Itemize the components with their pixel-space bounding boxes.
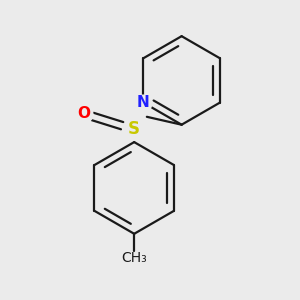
Text: N: N bbox=[137, 95, 150, 110]
Text: O: O bbox=[77, 106, 90, 121]
Text: CH₃: CH₃ bbox=[121, 251, 147, 265]
Text: S: S bbox=[128, 120, 140, 138]
